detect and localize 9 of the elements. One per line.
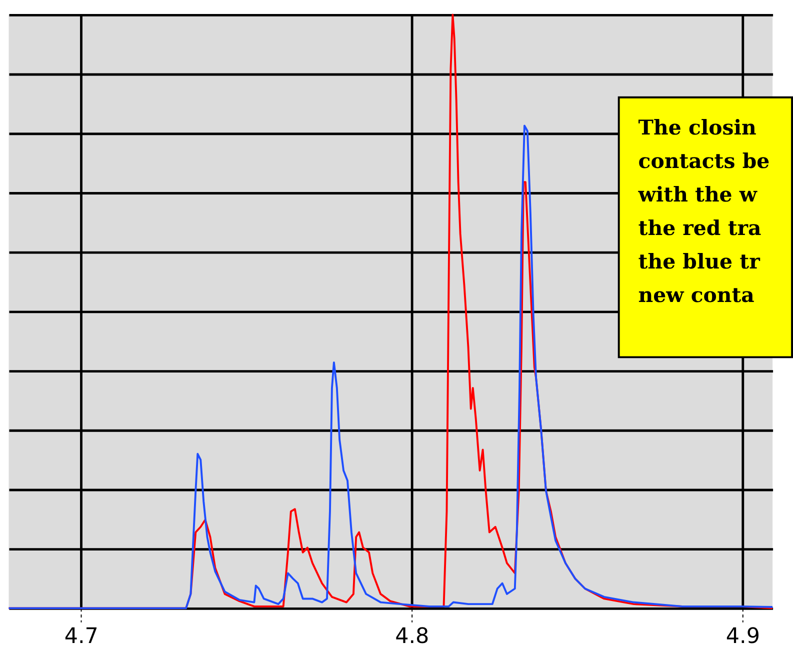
annotation: contacts be <box>638 148 770 173</box>
annotation: the red tra <box>638 216 762 240</box>
annotation: with the w <box>637 182 758 206</box>
x-tick-label: 4.7 <box>64 624 98 649</box>
annotation: new conta <box>638 283 754 308</box>
x-tick-label: 4.9 <box>726 624 760 649</box>
annotation: The closin <box>638 115 757 140</box>
x-tick-label: 4.8 <box>395 624 430 649</box>
annotation: the blue tr <box>638 250 760 274</box>
